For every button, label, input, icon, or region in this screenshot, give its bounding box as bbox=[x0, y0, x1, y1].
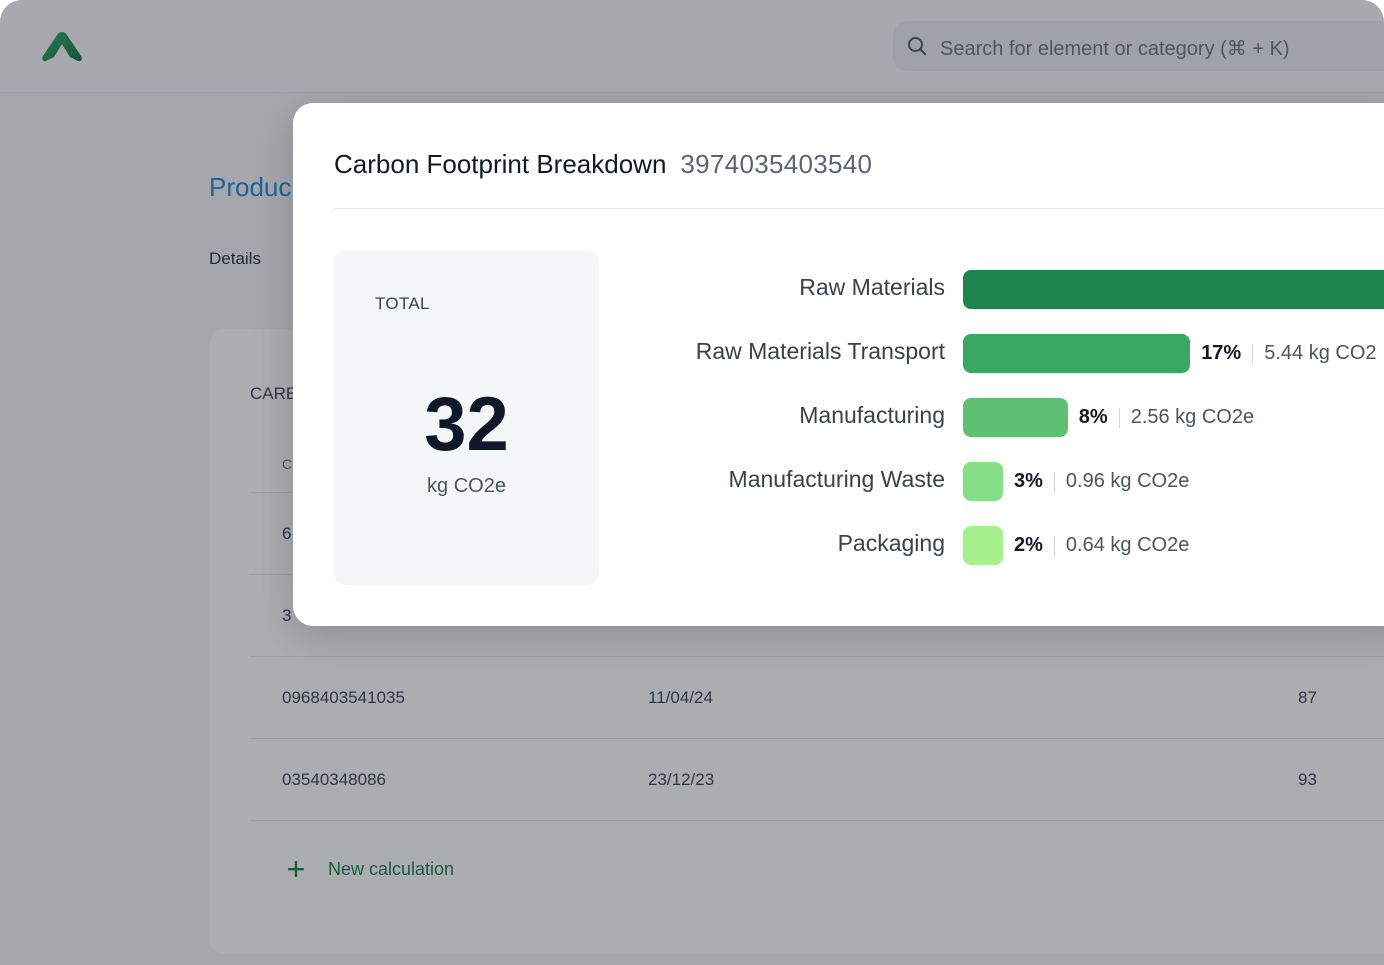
modal-title-text: Carbon Footprint Breakdown bbox=[334, 149, 667, 179]
bar-data-label: 17% 5.44 kg CO2 bbox=[1201, 342, 1376, 365]
bar-kg-label: 0.96 kg CO2e bbox=[1065, 470, 1190, 492]
card-title: CARE bbox=[250, 384, 298, 403]
bar-label: Packaging bbox=[837, 530, 945, 556]
total-card: TOTAL 32 kg CO2e bbox=[334, 250, 599, 585]
separator bbox=[1252, 343, 1254, 364]
total-value: 32 bbox=[424, 382, 509, 467]
bar-percent-label: 3% bbox=[1014, 470, 1043, 492]
product-id: 3974035403540 bbox=[680, 149, 873, 179]
bar[interactable] bbox=[963, 334, 1191, 373]
breakdown-chart: Raw Materials Raw Materials Transport 17% 5… bbox=[293, 103, 1384, 626]
new-calculation-button[interactable]: + New calculation bbox=[282, 851, 455, 887]
bar-percent-label: 2% bbox=[1014, 534, 1043, 556]
total-label: TOTAL bbox=[375, 294, 430, 313]
table-row-code[interactable]: 6 bbox=[282, 524, 292, 543]
bar-kg-label: 0.64 kg CO2e bbox=[1065, 534, 1190, 556]
plus-icon: + bbox=[286, 851, 306, 887]
table-row-date: 11/04/24 bbox=[648, 688, 713, 707]
brand-logo[interactable] bbox=[40, 30, 84, 64]
bar[interactable] bbox=[963, 526, 1003, 565]
row-divider bbox=[250, 738, 1384, 739]
bar[interactable] bbox=[963, 270, 1384, 309]
table-row-code[interactable]: 03540348086 bbox=[282, 770, 387, 789]
separator bbox=[1053, 535, 1055, 556]
table-row-code[interactable]: 3 bbox=[282, 606, 292, 625]
modal-title: Carbon Footprint Breakdown 3974035403540 bbox=[334, 149, 872, 180]
row-divider bbox=[250, 656, 1384, 657]
bar-data-label: 8% 2.56 kg CO2e bbox=[1079, 406, 1254, 429]
bar-data-label: 3% 0.96 kg CO2e bbox=[1014, 470, 1189, 493]
table-row-value: 87 bbox=[1298, 688, 1317, 707]
tab-details[interactable]: Details bbox=[209, 249, 261, 268]
column-header: C bbox=[282, 456, 293, 472]
new-calculation-label: New calculation bbox=[328, 858, 455, 879]
bar[interactable] bbox=[963, 398, 1068, 437]
bar-percent-label: 8% bbox=[1078, 406, 1108, 428]
bar-kg-label: 5.44 kg CO2 bbox=[1264, 342, 1377, 364]
page-title: Produc bbox=[209, 172, 292, 202]
bar-kg-label: 2.56 kg CO2e bbox=[1130, 406, 1255, 428]
bar[interactable] bbox=[963, 462, 1003, 501]
bar-label: Manufacturing bbox=[799, 402, 945, 428]
table-row-date: 23/12/23 bbox=[648, 770, 715, 789]
search-icon bbox=[908, 37, 926, 55]
search-placeholder: Search for element or category (⌘ + K) bbox=[940, 38, 1290, 60]
top-bar: Search for element or category (⌘ + K) bbox=[0, 0, 1384, 93]
bar-label: Manufacturing Waste bbox=[728, 466, 945, 492]
table-row-value: 93 bbox=[1298, 770, 1317, 789]
bar-percent-label: 17% bbox=[1201, 342, 1242, 364]
modal-divider bbox=[334, 208, 1384, 209]
row-divider bbox=[250, 820, 1384, 821]
bar-data-label: 2% 0.64 kg CO2e bbox=[1014, 534, 1189, 557]
bar-label: Raw Materials Transport bbox=[695, 338, 945, 364]
separator bbox=[1053, 471, 1055, 492]
bar-label: Raw Materials bbox=[799, 274, 945, 300]
carbon-footprint-modal: Carbon Footprint Breakdown 3974035403540 … bbox=[293, 103, 1384, 626]
separator bbox=[1118, 407, 1120, 428]
total-unit: kg CO2e bbox=[427, 475, 506, 497]
table-row-code[interactable]: 0968403541035 bbox=[282, 688, 405, 707]
search-bar[interactable]: Search for element or category (⌘ + K) bbox=[893, 21, 1384, 71]
